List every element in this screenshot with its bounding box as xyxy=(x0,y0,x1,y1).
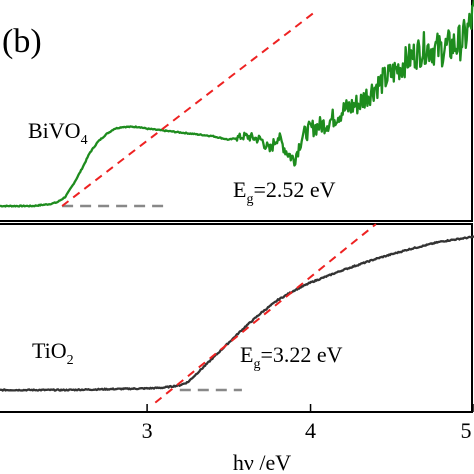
x-tick-label-2: 5 xyxy=(461,418,472,443)
bottom-series-line-0 xyxy=(0,235,474,392)
x-axis-label: hν /eV xyxy=(233,450,291,474)
top-panel-frame xyxy=(0,0,473,222)
top-bandgap-annotation: Eg=2.52 eV xyxy=(233,177,336,207)
x-tick-label-1: 4 xyxy=(305,418,316,443)
bottom-bandgap-annotation: Eg=3.22 eV xyxy=(240,342,343,372)
top-series-line-0 xyxy=(0,0,474,208)
bottom-panel-frame xyxy=(0,223,473,413)
bottom-sample-label: TiO2 xyxy=(32,338,74,368)
figure-label: (b) xyxy=(2,23,42,60)
bottom-tangent-line xyxy=(154,223,377,404)
x-tick-label-0: 3 xyxy=(142,418,153,443)
top-sample-label: BiVO4 xyxy=(28,118,88,148)
top-tangent-line xyxy=(61,12,315,207)
